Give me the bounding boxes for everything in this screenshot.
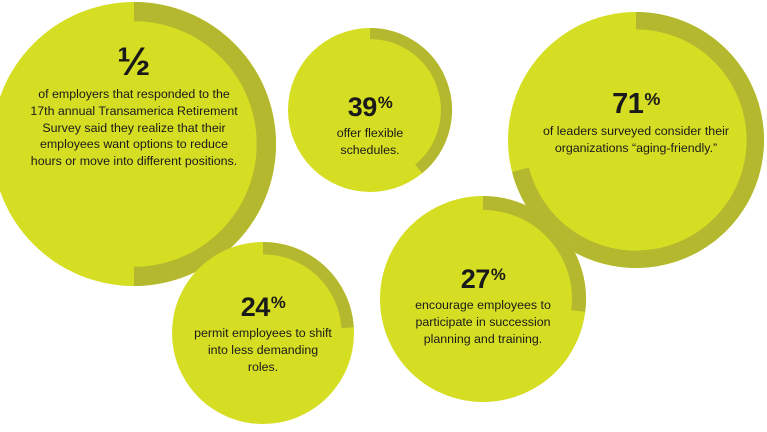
ring-arc [369, 28, 452, 174]
bubble-disc [0, 2, 276, 286]
ring-arc [512, 12, 764, 268]
bubble-content: 71% of leaders surveyed consider their o… [508, 90, 764, 157]
bubble-content: 24% permit employees to shift into less … [172, 294, 354, 375]
stat-bubble-39: 39% offer flexible schedules. [288, 28, 452, 192]
progress-ring [0, 2, 276, 286]
stat-bubble-24: 24% permit employees to shift into less … [172, 242, 354, 424]
ring-arc [262, 242, 354, 329]
stat-description: of employers that responded to the 17th … [30, 87, 238, 169]
bubble-content: 39% offer flexible schedules. [288, 94, 452, 159]
progress-ring [508, 12, 764, 268]
stat-bubble-half: ½ of employers that responded to the 17t… [0, 2, 276, 286]
stat-description: of leaders surveyed consider their organ… [543, 124, 729, 155]
stat-bubble-71: 71% of leaders surveyed consider their o… [508, 12, 764, 268]
stat-value: ½ [117, 40, 150, 84]
stat-description: offer flexible schedules. [336, 126, 404, 157]
stat-description: encourage employees to participate in su… [415, 298, 551, 346]
bubble-disc [288, 28, 452, 192]
bubble-disc [508, 12, 764, 268]
bubble-disc [380, 196, 586, 402]
stat-value: 24% [240, 292, 286, 322]
ring-arc [133, 2, 276, 286]
progress-ring [172, 242, 354, 424]
progress-ring [288, 28, 452, 192]
stat-bubble-27: 27% encourage employees to participate i… [380, 196, 586, 402]
stat-value: 71% [612, 88, 660, 121]
stat-value: 39% [347, 92, 393, 122]
ring-arc [482, 196, 586, 312]
bubble-content: 27% encourage employees to participate i… [380, 266, 586, 347]
bubble-content: ½ of employers that responded to the 17t… [0, 42, 276, 170]
stat-description: permit employees to shift into less dema… [194, 326, 332, 374]
bubble-disc [172, 242, 354, 424]
stat-value: 27% [460, 264, 506, 294]
progress-ring [380, 196, 586, 402]
